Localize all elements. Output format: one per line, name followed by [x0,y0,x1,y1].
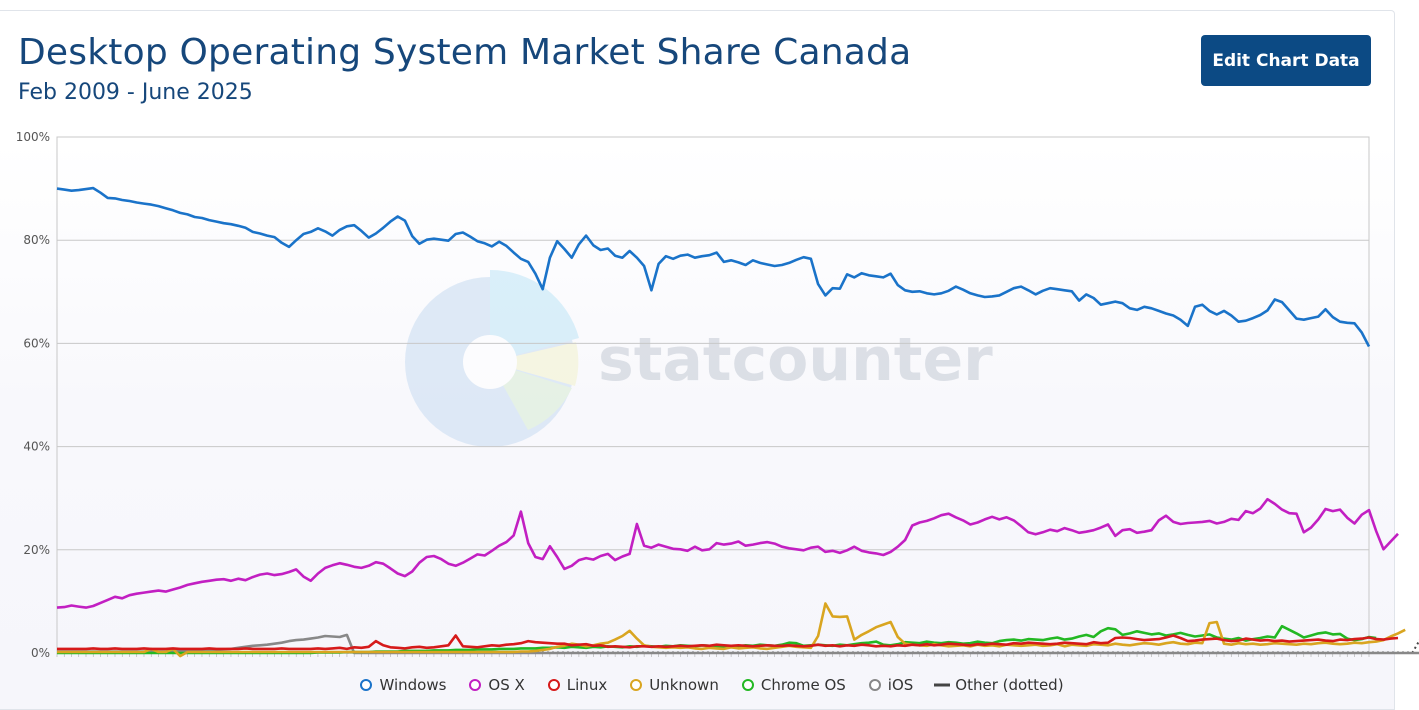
legend-item-linux[interactable]: Linux [543,676,607,694]
statcounter-watermark: statcounter [405,269,993,447]
legend-item-os-x[interactable]: OS X [464,676,525,694]
legend-item-ios[interactable]: iOS [864,676,914,694]
series-line-linux[interactable] [57,634,1399,651]
legend-marker-icon [868,679,881,691]
y-axis-ticks: 0% 20% 40% 60% 80% 100% [16,130,50,660]
series-line-unknown[interactable] [57,602,1406,658]
y-tick-label: 40% [23,440,50,454]
edit-chart-data-button[interactable]: Edit Chart Data [1201,35,1371,86]
watermark-slice-blue [490,269,579,362]
chart-card [0,10,1395,710]
y-tick-label: 20% [23,543,50,557]
series-line-windows[interactable] [56,186,1371,348]
legend-item-windows[interactable]: Windows [355,676,446,694]
watermark-text: statcounter [598,325,993,395]
chart-title: Desktop Operating System Market Share Ca… [18,32,912,73]
legend-marker-icon [360,679,373,691]
y-tick-label: 80% [23,233,50,247]
legend-marker-icon [630,679,643,691]
legend-marker-icon [934,683,951,687]
series-lines [56,186,1419,658]
y-tick-label: 0% [31,646,50,660]
grid [56,136,1370,657]
series-line-os-x[interactable] [56,497,1399,609]
legend-item-other-dotted[interactable]: Other (dotted) [931,676,1064,694]
watermark-hole [463,335,517,389]
series-line-ios[interactable] [57,633,1419,655]
legend-label: Windows [379,676,447,694]
chart-subtitle: Feb 2009 - June 2025 [18,80,253,105]
legend-label: Linux [566,676,608,694]
legend-label: Chrome OS [760,676,846,694]
y-tick-label: 60% [23,336,50,350]
legend-label: Other (dotted) [955,676,1064,694]
legend-marker-icon [547,679,560,691]
legend-label: Unknown [649,676,719,694]
legend-label: OS X [488,676,525,694]
legend-item-unknown[interactable]: Unknown [625,676,719,694]
watermark-slice-yellow [490,342,579,386]
legend-label: iOS [887,676,914,694]
legend-item-chrome-os[interactable]: Chrome OS [737,676,846,694]
legend: Windows OS X Linux Unknown Chrome OS iOS Other… [0,674,1419,696]
y-tick-label: 100% [16,130,50,144]
legend-marker-icon [469,679,482,691]
legend-marker-icon [741,679,754,691]
